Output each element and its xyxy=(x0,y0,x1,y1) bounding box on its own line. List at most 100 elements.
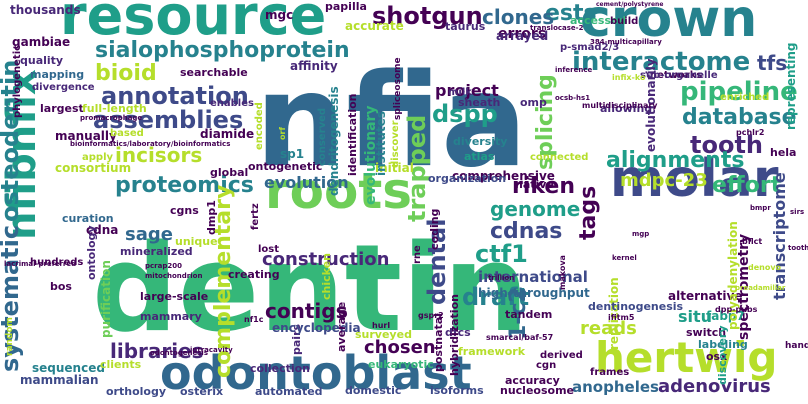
word: genome xyxy=(490,197,580,221)
word: largest xyxy=(40,102,84,115)
word: preadamiliar xyxy=(735,284,786,292)
word: ctf1 xyxy=(475,240,528,268)
word: sialophosphoprotein xyxy=(95,38,350,63)
word: gambiae xyxy=(12,35,70,49)
word: switch xyxy=(686,326,726,339)
word: diamide xyxy=(200,127,254,141)
word: project xyxy=(435,81,499,100)
word: ontology xyxy=(85,225,98,280)
word: divergence xyxy=(32,82,95,93)
word: mdpc-23 xyxy=(620,170,708,191)
word: makova xyxy=(558,255,567,290)
word: ifitm5 xyxy=(608,313,635,322)
word: p-smad2/3 xyxy=(560,42,619,53)
word: tfs xyxy=(757,51,787,75)
word: assemblies xyxy=(93,106,243,134)
word: taurus xyxy=(445,20,486,33)
word: kernel xyxy=(612,254,637,262)
word: surveyed xyxy=(355,328,412,341)
word: pcrap200 xyxy=(145,262,182,270)
word: automated xyxy=(255,385,323,398)
word: effort xyxy=(712,173,782,198)
word: conserved xyxy=(317,108,328,166)
word: adenovirus xyxy=(658,376,771,397)
word: ests xyxy=(545,1,597,26)
word: arrayed xyxy=(496,29,548,43)
word: bmpr xyxy=(750,204,771,212)
word: curation xyxy=(62,212,114,225)
word: errors xyxy=(498,26,546,42)
word: spectrometry xyxy=(736,234,752,340)
word: roots xyxy=(265,162,412,220)
word: clients xyxy=(100,358,142,371)
word: lost xyxy=(258,244,279,255)
word: mgc xyxy=(265,8,293,22)
word: smarcal/baf-57 xyxy=(486,333,553,342)
word: institutes xyxy=(374,111,388,176)
word: dentin xyxy=(92,220,529,359)
word: evolutionary xyxy=(363,105,379,205)
word: based xyxy=(110,128,144,139)
word: domestic xyxy=(345,384,401,397)
word: shotgun xyxy=(372,2,483,30)
word: mitochondrion xyxy=(145,272,202,280)
word: hybridization xyxy=(448,294,461,376)
word: labeling xyxy=(698,338,748,351)
word: bioinformatics/laboratory/bioinformatics xyxy=(70,140,230,148)
word: organization xyxy=(428,172,506,185)
word: mgp xyxy=(632,230,649,238)
word: phylogenetic xyxy=(12,45,23,118)
word: clones xyxy=(482,5,554,29)
word: riken xyxy=(512,174,575,199)
word: sp1 xyxy=(280,147,304,161)
word: mammary xyxy=(140,310,202,323)
word: construction xyxy=(262,249,390,270)
word: molar xyxy=(610,149,779,209)
word: derived xyxy=(540,350,583,361)
word: sage xyxy=(125,224,173,245)
word: anopheles xyxy=(572,378,659,396)
word: average xyxy=(335,302,348,352)
word: hela xyxy=(770,146,797,159)
word: dendritogenesis xyxy=(327,86,341,196)
word: networks xyxy=(650,70,702,81)
word: cdna xyxy=(86,223,118,237)
word: interactome xyxy=(572,47,750,77)
word: chicken xyxy=(320,253,333,300)
word: sequenced xyxy=(32,361,105,375)
word: mammalian xyxy=(20,373,99,387)
word: native xyxy=(515,178,554,191)
word: discovery xyxy=(716,326,729,386)
word: encoded xyxy=(254,102,265,150)
word: bflct xyxy=(742,237,762,246)
word: mineralized xyxy=(120,245,193,258)
word: draft xyxy=(462,283,529,311)
word: discover xyxy=(390,120,401,168)
word: dmp1 xyxy=(205,200,218,235)
word: tooth xyxy=(690,131,763,159)
word: orf xyxy=(278,127,287,140)
word: nucleosome xyxy=(500,384,574,397)
word: accurate xyxy=(345,19,404,33)
word: odontogenesis xyxy=(150,349,208,357)
word: cgns xyxy=(170,204,199,217)
word: encyclopedia xyxy=(272,321,361,335)
word: evolutionarily xyxy=(644,58,658,152)
word: pairs xyxy=(290,324,303,355)
word: hurl xyxy=(372,321,390,330)
word: fertz xyxy=(250,203,261,230)
word: framework xyxy=(458,345,526,358)
word: bioid xyxy=(95,61,157,86)
word: contigs xyxy=(265,299,347,323)
word: ocsb-hs1 xyxy=(555,94,590,102)
word: 384-multicapillary xyxy=(590,38,662,46)
word: nf1c xyxy=(244,315,264,324)
word: nfia xyxy=(255,47,527,196)
word: evolution xyxy=(264,173,349,192)
word: trillion xyxy=(488,274,514,282)
word: accessed xyxy=(570,14,626,27)
word: atlas xyxy=(464,150,495,163)
word: bos xyxy=(50,280,72,293)
word: gspr2 xyxy=(418,311,444,320)
